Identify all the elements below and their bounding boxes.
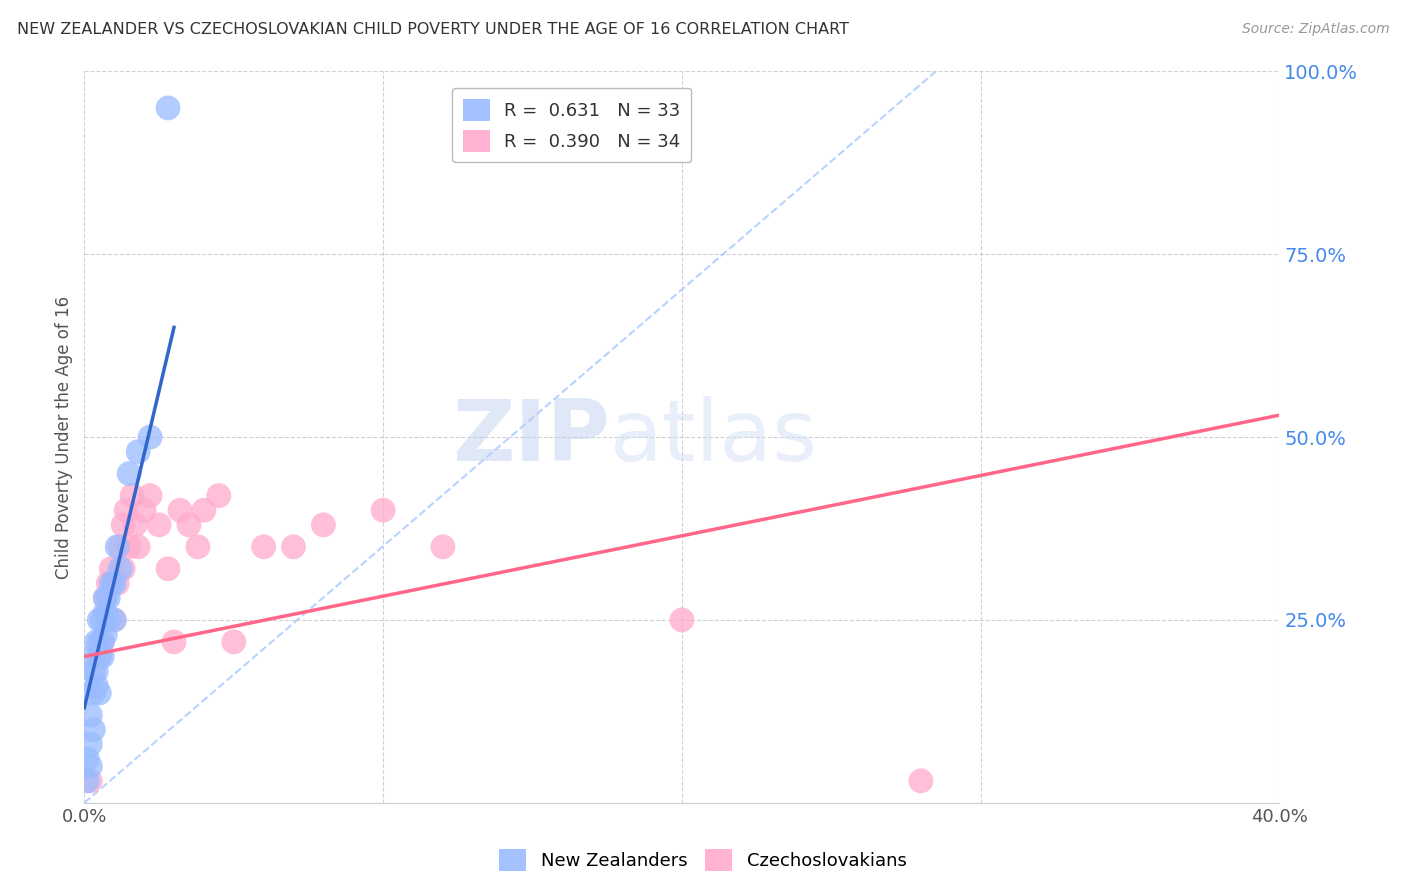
Point (177, 517, 200, 532)
Point (139, 430, 162, 444)
Point (91, 635, 114, 649)
Point (157, 101, 180, 115)
Point (91, 649, 114, 664)
Point (112, 517, 135, 532)
Point (100, 562, 122, 576)
Point (118, 540, 141, 554)
Point (94, 606, 117, 620)
Point (132, 503, 156, 517)
Point (163, 635, 186, 649)
Point (112, 562, 135, 576)
Point (139, 489, 162, 503)
Point (86, 635, 108, 649)
Point (100, 576, 122, 591)
Point (115, 503, 138, 517)
Point (253, 540, 276, 554)
Point (86, 664, 108, 678)
Point (82, 649, 104, 664)
Point (79, 773, 101, 788)
Point (373, 503, 395, 517)
Point (127, 444, 149, 458)
Point (97, 591, 120, 605)
Point (110, 540, 132, 554)
Point (124, 517, 146, 532)
Point (105, 540, 128, 554)
Point (103, 576, 125, 591)
Text: NEW ZEALANDER VS CZECHOSLOVAKIAN CHILD POVERTY UNDER THE AGE OF 16 CORRELATION C: NEW ZEALANDER VS CZECHOSLOVAKIAN CHILD P… (17, 22, 849, 37)
Point (187, 540, 209, 554)
Point (105, 576, 128, 591)
Point (89, 649, 111, 664)
Point (91, 613, 114, 627)
Point (76, 752, 98, 766)
Point (169, 503, 191, 517)
Point (89, 686, 111, 700)
Point (89, 613, 111, 627)
Y-axis label: Child Poverty Under the Age of 16: Child Poverty Under the Age of 16 (55, 295, 73, 579)
Point (89, 635, 111, 649)
Point (76, 773, 98, 788)
Point (91, 635, 114, 649)
Point (222, 635, 245, 649)
Point (97, 576, 120, 591)
Point (82, 723, 104, 737)
Point (79, 708, 101, 723)
Point (94, 627, 117, 641)
Point (148, 517, 170, 532)
Legend: New Zealanders, Czechoslovakians: New Zealanders, Czechoslovakians (492, 842, 914, 879)
Legend: R =  0.631   N = 33, R =  0.390   N = 34: R = 0.631 N = 33, R = 0.390 N = 34 (451, 87, 692, 162)
Point (79, 737, 101, 751)
Point (157, 562, 180, 576)
Point (103, 613, 125, 627)
Point (97, 613, 120, 627)
Point (283, 540, 305, 554)
Point (671, 613, 693, 627)
Point (118, 467, 141, 481)
Point (82, 664, 104, 678)
Point (193, 503, 215, 517)
Text: Source: ZipAtlas.com: Source: ZipAtlas.com (1241, 22, 1389, 37)
Point (312, 517, 335, 532)
Point (89, 649, 111, 664)
Point (910, 773, 932, 788)
Point (110, 562, 132, 576)
Point (103, 613, 125, 627)
Point (86, 679, 108, 693)
Text: ZIP: ZIP (453, 395, 610, 479)
Point (82, 686, 104, 700)
Text: atlas: atlas (610, 395, 818, 479)
Point (127, 540, 149, 554)
Point (79, 759, 101, 773)
Point (94, 591, 117, 605)
Point (94, 591, 117, 605)
Point (208, 489, 231, 503)
Point (121, 489, 143, 503)
Point (432, 540, 454, 554)
